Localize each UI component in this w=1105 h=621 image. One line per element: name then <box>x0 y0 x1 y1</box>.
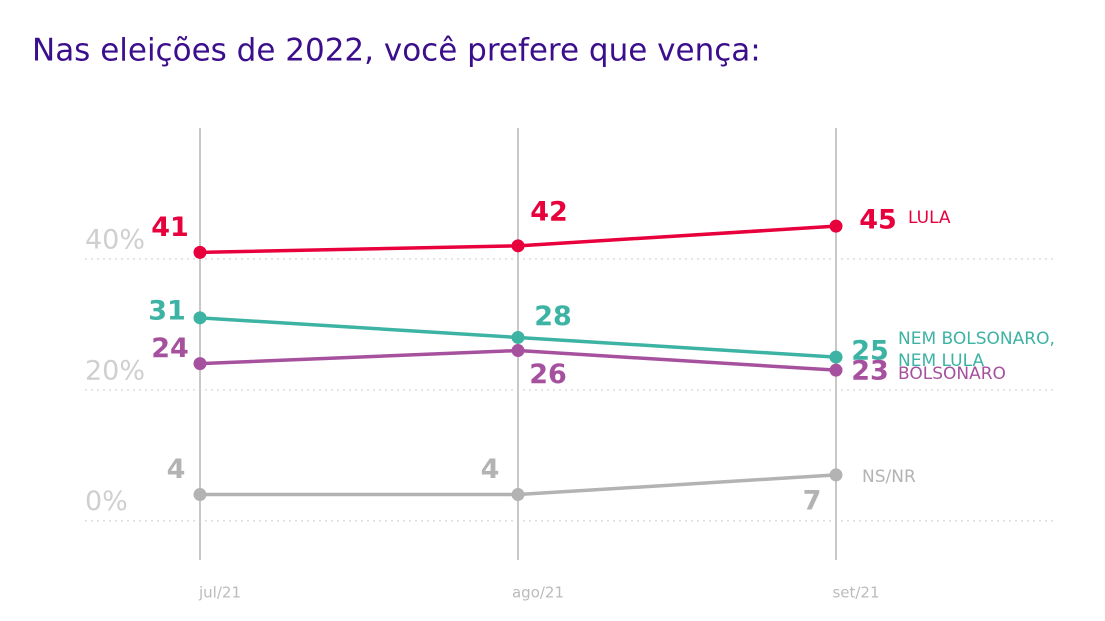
data-label: 26 <box>529 359 567 390</box>
point <box>511 488 525 502</box>
data-label: 4 <box>481 454 500 485</box>
data-label: 7 <box>803 485 822 516</box>
data-label: 24 <box>151 333 189 364</box>
point <box>193 357 207 371</box>
point <box>193 245 207 259</box>
series-name: NS/NR <box>862 466 916 487</box>
series-name: LULA <box>908 208 951 229</box>
point <box>193 488 207 502</box>
data-label: 4 <box>167 454 186 485</box>
series-name: NEM BOLSONARO, NEM LULA <box>898 329 1055 372</box>
y-tick-label: 40% <box>85 224 145 255</box>
y-tick-label: 20% <box>85 355 145 386</box>
data-label: 28 <box>534 301 572 332</box>
x-tick-label: ago/21 <box>512 584 564 602</box>
data-label: 42 <box>530 196 568 227</box>
series-name: BOLSONARO <box>898 364 1006 385</box>
x-tick-label: jul/21 <box>198 584 241 602</box>
point <box>511 344 525 358</box>
x-tick-label: set/21 <box>832 584 879 602</box>
chart-title: Nas eleições de 2022, você prefere que v… <box>32 33 761 69</box>
point <box>511 330 525 344</box>
data-label: 31 <box>148 295 186 326</box>
point <box>829 363 843 377</box>
point <box>511 239 525 253</box>
point <box>193 311 207 325</box>
point <box>829 468 843 482</box>
point <box>829 219 843 233</box>
y-tick-label: 0% <box>85 486 128 517</box>
data-label: 45 <box>859 205 897 236</box>
data-label: 25 <box>851 336 889 367</box>
data-label: 23 <box>851 356 889 387</box>
point <box>829 350 843 364</box>
data-label: 41 <box>151 212 189 243</box>
